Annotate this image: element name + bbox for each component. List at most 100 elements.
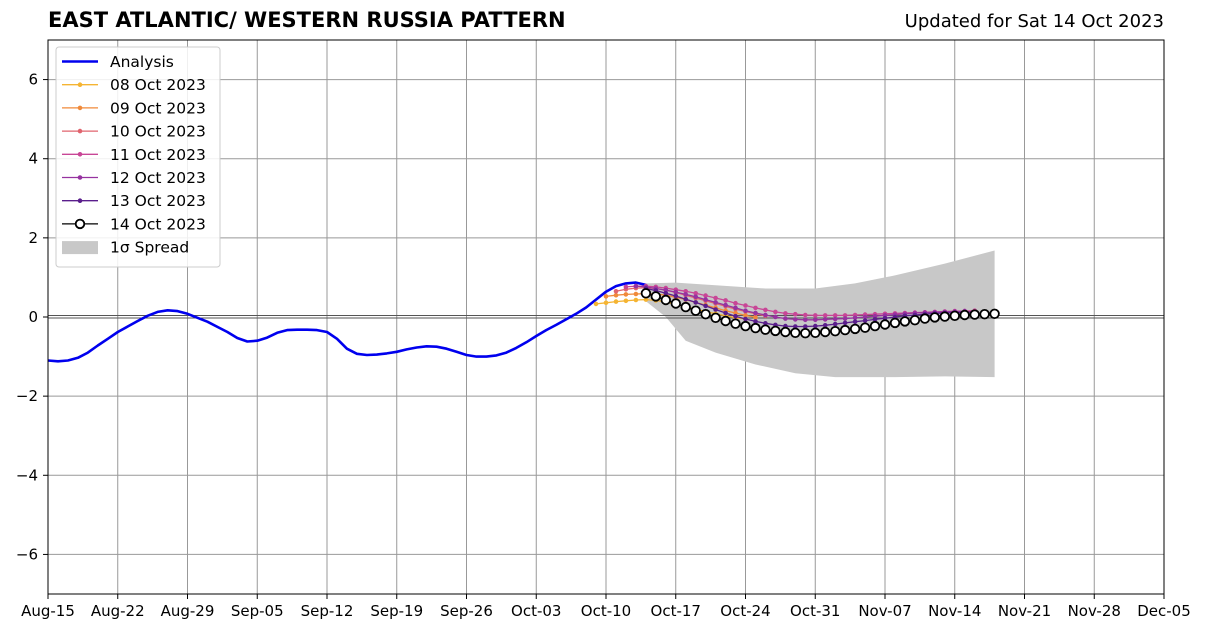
legend-item: 10 Oct 2023 bbox=[62, 123, 206, 141]
series-point bbox=[792, 317, 798, 322]
y-tick-label: 2 bbox=[28, 229, 38, 247]
x-tick-label: Sep-26 bbox=[440, 602, 493, 620]
legend-item: 1σ Spread bbox=[62, 239, 189, 257]
legend-item: 11 Oct 2023 bbox=[62, 146, 206, 164]
series-point bbox=[743, 316, 748, 322]
series-point bbox=[603, 294, 609, 299]
chart-title: EAST ATLANTIC/ WESTERN RUSSIA PATTERN bbox=[48, 8, 566, 32]
series-14-oct-2023 bbox=[640, 288, 1000, 339]
series-point bbox=[763, 312, 768, 318]
series-point bbox=[812, 317, 818, 323]
series-point bbox=[763, 307, 768, 313]
legend-marker bbox=[77, 105, 83, 111]
series-point bbox=[683, 292, 688, 297]
x-tick-label: Sep-19 bbox=[370, 602, 423, 620]
series-point bbox=[869, 320, 881, 332]
series-point bbox=[839, 324, 851, 336]
grid-layer bbox=[48, 40, 1164, 594]
series-point bbox=[713, 295, 718, 301]
series-layer bbox=[47, 281, 1000, 363]
series-point bbox=[929, 312, 941, 323]
series-point bbox=[733, 300, 738, 306]
series-point bbox=[660, 294, 672, 306]
series-point bbox=[820, 326, 831, 338]
series-point bbox=[812, 313, 818, 318]
series-point bbox=[822, 313, 828, 318]
legend-label: 08 Oct 2023 bbox=[110, 76, 206, 94]
x-tick-label: Aug-15 bbox=[21, 602, 75, 620]
legend-item: 09 Oct 2023 bbox=[62, 99, 206, 117]
legend-marker bbox=[77, 175, 83, 180]
series-point bbox=[713, 300, 718, 305]
series-line bbox=[635, 285, 965, 321]
x-tick-label: Aug-29 bbox=[161, 602, 215, 620]
series-point bbox=[969, 309, 980, 320]
y-tick-label: −2 bbox=[16, 387, 38, 405]
series-point bbox=[650, 291, 662, 302]
series-point bbox=[842, 320, 848, 326]
legend-item: 14 Oct 2023 bbox=[62, 215, 206, 233]
series-point bbox=[603, 300, 609, 306]
series-point bbox=[852, 319, 858, 325]
series-point bbox=[832, 316, 838, 322]
legend-item: 08 Oct 2023 bbox=[62, 76, 206, 94]
series-point bbox=[640, 288, 652, 299]
series-point bbox=[810, 327, 821, 339]
y-tick-label: −4 bbox=[16, 466, 38, 484]
series-point bbox=[939, 311, 951, 322]
series-point bbox=[899, 316, 911, 327]
y-tick-label: 6 bbox=[28, 71, 38, 89]
series-point bbox=[849, 323, 861, 335]
legend-marker bbox=[77, 82, 83, 87]
legend-label: 1σ Spread bbox=[110, 239, 189, 257]
series-point bbox=[783, 311, 788, 316]
series-point bbox=[802, 317, 808, 323]
legend: Analysis 08 Oct 2023 09 Oct 2023 10 Oct 202… bbox=[55, 46, 221, 268]
legend-label: 12 Oct 2023 bbox=[110, 169, 206, 187]
series-point bbox=[859, 322, 871, 333]
series-point bbox=[613, 288, 619, 294]
series-point bbox=[690, 305, 701, 316]
series-line bbox=[615, 287, 766, 317]
x-tick-label: Oct-03 bbox=[511, 602, 561, 620]
series-point bbox=[792, 311, 798, 317]
series-point bbox=[802, 324, 808, 329]
series-point bbox=[812, 323, 818, 329]
series-point bbox=[879, 319, 891, 330]
legend-label: 09 Oct 2023 bbox=[110, 99, 206, 117]
series-point bbox=[703, 297, 708, 302]
series-point bbox=[872, 317, 878, 322]
series-point bbox=[730, 318, 741, 329]
x-tick-label: Aug-22 bbox=[91, 602, 145, 620]
series-point bbox=[633, 283, 639, 289]
legend-swatch bbox=[62, 241, 98, 255]
series-point bbox=[723, 310, 728, 316]
series-point bbox=[842, 316, 848, 321]
legend-label: 14 Oct 2023 bbox=[110, 215, 206, 233]
spread-band bbox=[645, 250, 995, 378]
axis-layer: Aug-15 Aug-22 Aug-29 Sep-05 Sep-12 Sep-19 Sep-… bbox=[16, 39, 1191, 620]
series-point bbox=[889, 317, 901, 329]
x-tick-label: Nov-21 bbox=[998, 602, 1051, 620]
series-point bbox=[693, 300, 698, 305]
series-point bbox=[822, 317, 828, 322]
y-tick-label: 0 bbox=[28, 308, 38, 326]
x-tick-label: Nov-07 bbox=[858, 602, 911, 620]
series-point bbox=[760, 324, 771, 335]
series-point bbox=[673, 293, 679, 299]
series-point bbox=[670, 298, 682, 309]
series-point bbox=[753, 310, 758, 316]
legend-label: Analysis bbox=[110, 53, 174, 71]
spread-layer bbox=[645, 250, 995, 378]
series-point bbox=[740, 320, 751, 332]
series-point bbox=[989, 308, 1000, 320]
series-point bbox=[733, 305, 738, 311]
legend-label: 13 Oct 2023 bbox=[110, 192, 206, 210]
series-line bbox=[645, 287, 975, 328]
legend-marker bbox=[77, 198, 83, 204]
series-point bbox=[680, 301, 691, 313]
series-point bbox=[822, 322, 828, 328]
series-point bbox=[979, 309, 990, 320]
series-point bbox=[753, 319, 758, 324]
